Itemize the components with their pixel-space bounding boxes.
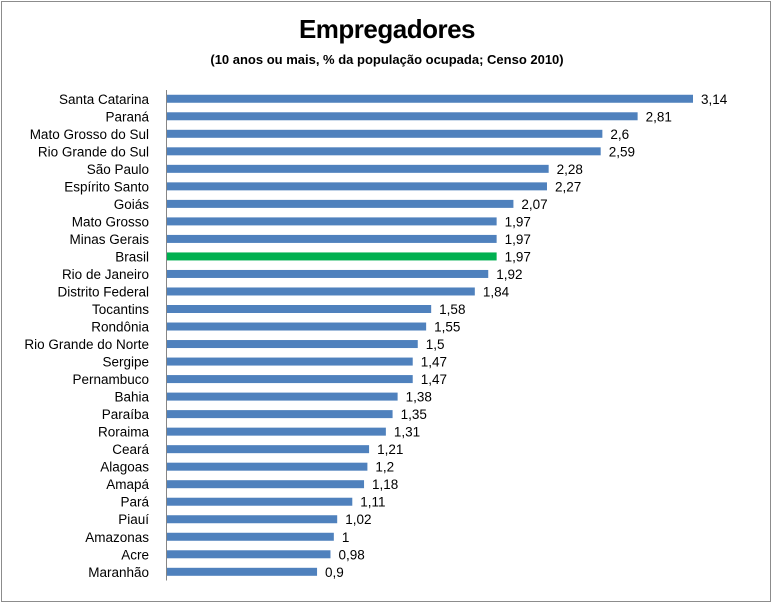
bar: [166, 164, 549, 173]
data-label: 2,81: [646, 109, 672, 124]
bar: [166, 322, 427, 331]
data-label: 1,92: [496, 267, 522, 282]
bar: [166, 94, 693, 103]
category-label: Santa Catarina: [59, 92, 150, 107]
data-label: 1,02: [345, 512, 371, 527]
bar: [166, 287, 475, 296]
data-label: 1,47: [421, 372, 447, 387]
category-label: São Paulo: [87, 162, 149, 177]
category-label: Bahia: [114, 390, 149, 405]
data-label: 1,11: [360, 495, 385, 510]
category-label: Distrito Federal: [57, 284, 149, 299]
category-label: Rio Grande do Norte: [24, 337, 149, 352]
data-label: 1: [342, 530, 350, 545]
bar: [166, 199, 514, 208]
bar: [166, 375, 413, 384]
bar: [166, 112, 638, 121]
bar-highlight: [166, 252, 497, 261]
bar: [166, 550, 331, 559]
category-label: Alagoas: [100, 460, 149, 475]
data-label: 1,35: [401, 407, 427, 422]
data-label: 2,6: [610, 127, 629, 142]
category-label: Brasil: [115, 249, 149, 264]
bar: [166, 462, 368, 471]
data-label: 1,84: [483, 284, 510, 299]
bar: [166, 217, 497, 226]
bar: [166, 532, 334, 541]
bar: [166, 305, 432, 313]
data-label: 0,98: [338, 547, 364, 562]
data-label: 1,31: [394, 425, 420, 440]
category-label: Paraná: [105, 109, 149, 124]
data-label: 1,5: [426, 337, 445, 352]
data-label: 1,58: [439, 302, 465, 317]
chart-subtitle: (10 anos ou mais, % da população ocupada…: [210, 52, 564, 67]
bar: [166, 147, 601, 156]
data-label: 1,18: [372, 477, 398, 492]
category-label: Espírito Santo: [64, 179, 149, 194]
bar: [166, 340, 418, 349]
data-label: 2,59: [609, 144, 635, 159]
bar: [166, 182, 547, 191]
category-label: Mato Grosso do Sul: [30, 127, 149, 142]
data-label: 1,97: [505, 232, 531, 247]
bar: [166, 392, 398, 401]
data-label: 1,21: [377, 442, 403, 457]
bar: [166, 445, 370, 454]
bar: [166, 410, 393, 419]
category-label: Mato Grosso: [72, 214, 149, 229]
data-label: 1,47: [421, 355, 447, 370]
data-label: 2,07: [521, 197, 547, 212]
category-label: Goiás: [114, 197, 150, 212]
category-label: Rondônia: [91, 320, 149, 335]
category-label: Tocantins: [92, 302, 149, 317]
data-label: 1,2: [375, 460, 394, 475]
data-label: 2,28: [557, 162, 583, 177]
bar: [166, 497, 353, 506]
data-label: 0,9: [325, 565, 344, 580]
data-label: 3,14: [701, 92, 728, 107]
bar: [166, 269, 489, 278]
category-label: Sergipe: [102, 355, 149, 370]
category-label: Rio de Janeiro: [62, 267, 149, 282]
bar: [166, 515, 338, 524]
category-label: Ceará: [112, 442, 149, 457]
category-label: Minas Gerais: [69, 232, 149, 247]
category-label: Roraima: [98, 425, 150, 440]
data-label: 1,55: [434, 320, 460, 335]
chart-title: Empregadores: [298, 14, 476, 44]
data-label: 1,97: [505, 214, 531, 229]
category-label: Amazonas: [85, 530, 149, 545]
bar: [166, 480, 365, 489]
data-label: 1,38: [406, 390, 432, 405]
category-label: Acre: [121, 547, 149, 562]
bar: [166, 567, 318, 576]
category-label: Maranhão: [88, 565, 149, 580]
bar: [166, 427, 386, 436]
data-label: 2,27: [555, 179, 581, 194]
category-label: Amapá: [106, 477, 149, 492]
bar: [166, 129, 603, 138]
category-label: Pará: [120, 495, 149, 510]
category-label: Paraíba: [102, 407, 150, 422]
bar: [166, 234, 497, 243]
category-label: Piauí: [118, 512, 149, 527]
category-label: Pernambuco: [72, 372, 149, 387]
data-label: 1,97: [505, 249, 531, 264]
category-label: Rio Grande do Sul: [38, 144, 149, 159]
bar: [166, 357, 413, 366]
